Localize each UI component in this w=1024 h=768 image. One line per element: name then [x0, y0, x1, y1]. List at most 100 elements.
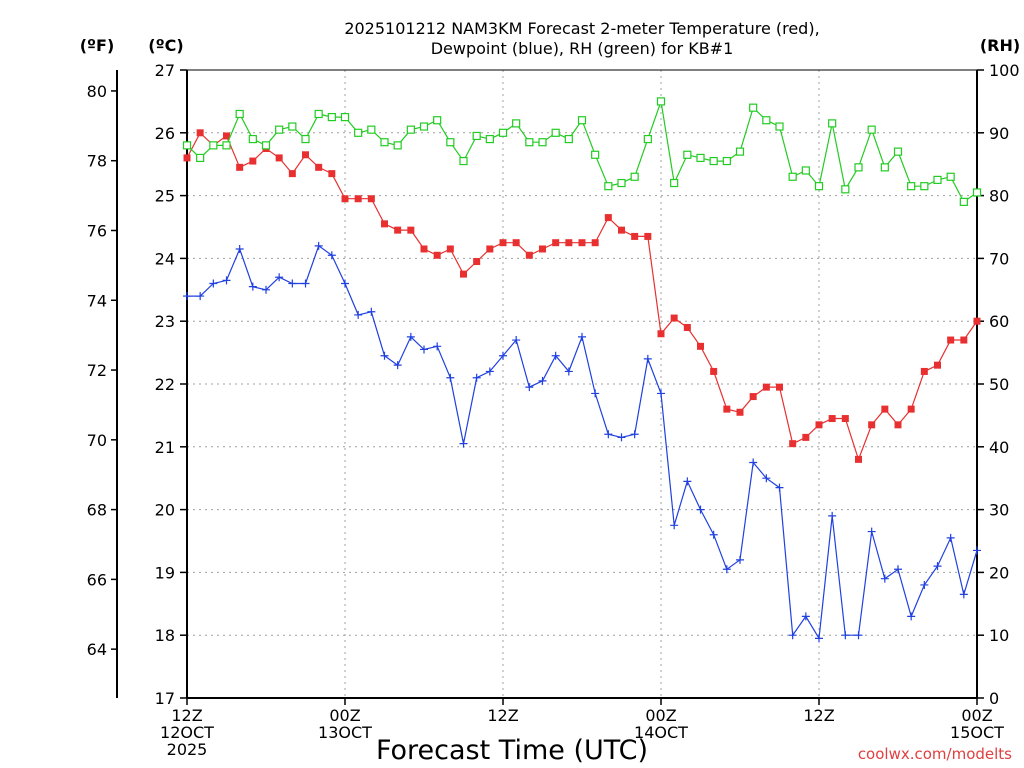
- celsius-tick-label: 17: [155, 689, 175, 708]
- temperature-point: [499, 239, 507, 247]
- dewpoint-point: [617, 433, 626, 442]
- temperature-point: [894, 421, 902, 429]
- temperature-point: [539, 245, 546, 253]
- rh-point: [393, 141, 402, 150]
- temperature-point: [934, 361, 941, 369]
- rh-point: [577, 116, 587, 125]
- rh-point: [182, 141, 192, 150]
- rh-point: [670, 178, 679, 188]
- temperature-point: [328, 170, 336, 178]
- rh-point: [459, 156, 468, 166]
- dewpoint-point: [762, 474, 771, 483]
- rh-point: [604, 182, 613, 191]
- rh-point: [946, 172, 955, 181]
- rh-point: [498, 128, 508, 137]
- rh-point: [248, 134, 257, 144]
- dewpoint-point: [327, 251, 336, 260]
- dewpoint-point: [894, 565, 902, 574]
- temperature-point: [236, 163, 244, 171]
- dewpoint-point: [643, 354, 652, 363]
- dewpoint-point: [920, 580, 929, 589]
- chart-title-line2: Dewpoint (blue), RH (green) for KB#1: [431, 39, 734, 58]
- fahrenheit-unit-label: (ºF): [80, 36, 115, 55]
- dewpoint-point: [736, 555, 744, 564]
- fahrenheit-tick-label: 66: [87, 570, 107, 589]
- dewpoint-point: [551, 351, 560, 360]
- celsius-tick-label: 24: [155, 249, 175, 268]
- rh-point: [762, 116, 771, 125]
- rh-point: [722, 156, 731, 166]
- dewpoint-point: [749, 458, 758, 467]
- dewpoint-point: [564, 367, 573, 376]
- rh-point: [367, 125, 376, 134]
- rh-point: [196, 153, 205, 163]
- fahrenheit-tick-label: 80: [87, 82, 107, 101]
- x-tick-label: 2025: [167, 740, 208, 759]
- dewpoint-point: [472, 373, 481, 382]
- rh-point: [380, 138, 389, 147]
- dewpoint-point: [828, 511, 837, 520]
- celsius-tick-label: 21: [155, 438, 175, 457]
- rh-point: [354, 128, 363, 137]
- dewpoint-point: [841, 631, 850, 640]
- rh-point: [643, 134, 652, 144]
- temperature-point: [657, 330, 665, 338]
- temperature-point: [341, 195, 349, 203]
- dewpoint-point: [696, 505, 705, 514]
- dewpoint-point: [907, 612, 916, 621]
- rh-point: [880, 163, 889, 172]
- dewpoint-point: [512, 336, 521, 345]
- temperature-point: [618, 226, 625, 234]
- x-tick-label: 14OCT: [634, 723, 688, 742]
- rh-point: [446, 138, 455, 147]
- fahrenheit-tick-label: 64: [87, 640, 107, 659]
- rh-point: [972, 188, 982, 197]
- temperature-point: [697, 342, 704, 350]
- temperature-point: [723, 405, 731, 413]
- temperature-point: [249, 157, 257, 165]
- dewpoint-point: [854, 631, 863, 640]
- dewpoint-point: [222, 276, 231, 285]
- grid-lines: [187, 70, 977, 698]
- rh-point: [419, 122, 429, 131]
- dewpoint-point: [367, 307, 376, 316]
- rh-point: [340, 112, 350, 122]
- x-tick-label: 15OCT: [950, 723, 1004, 742]
- x-tick-label: 13OCT: [318, 723, 372, 742]
- temperature-point: [789, 440, 797, 448]
- rh-point: [314, 109, 323, 119]
- dewpoint-point: [815, 634, 823, 643]
- x-tick-label: 12Z: [171, 706, 202, 725]
- dewpoint-point: [235, 244, 244, 253]
- rh-point: [775, 122, 784, 131]
- x-tick-label: 12Z: [803, 706, 834, 725]
- temperature-point: [868, 421, 876, 429]
- rh-unit-label: (RH): [980, 36, 1020, 55]
- rh-point: [920, 182, 929, 191]
- temperature-point: [420, 245, 428, 253]
- credit-link[interactable]: coolwx.com/modelts: [858, 745, 1012, 763]
- dewpoint-point: [578, 332, 586, 341]
- dewpoint-point: [262, 285, 270, 294]
- rh-tick-label: 20: [989, 563, 1009, 582]
- temperature-point: [302, 151, 309, 159]
- rh-tick-label: 90: [989, 124, 1009, 143]
- rh-point: [867, 125, 876, 134]
- temperature-point: [433, 251, 441, 259]
- rh-point: [696, 153, 705, 163]
- rh-point: [683, 150, 692, 159]
- dewpoint-point: [959, 590, 968, 599]
- dewpoint-point: [933, 562, 942, 571]
- temperature-point: [578, 239, 586, 247]
- temperature-point: [460, 270, 467, 278]
- x-tick-label: 12OCT: [160, 723, 214, 742]
- rh-point: [525, 138, 534, 147]
- series-rh: [182, 97, 982, 206]
- rh-point: [551, 128, 560, 137]
- rh-point: [933, 175, 942, 184]
- dewpoint-point: [420, 345, 428, 354]
- x-axis-label: Forecast Time (UTC): [376, 735, 648, 766]
- rh-point: [893, 147, 903, 156]
- dewpoint-point: [459, 439, 468, 448]
- rh-point: [485, 134, 494, 144]
